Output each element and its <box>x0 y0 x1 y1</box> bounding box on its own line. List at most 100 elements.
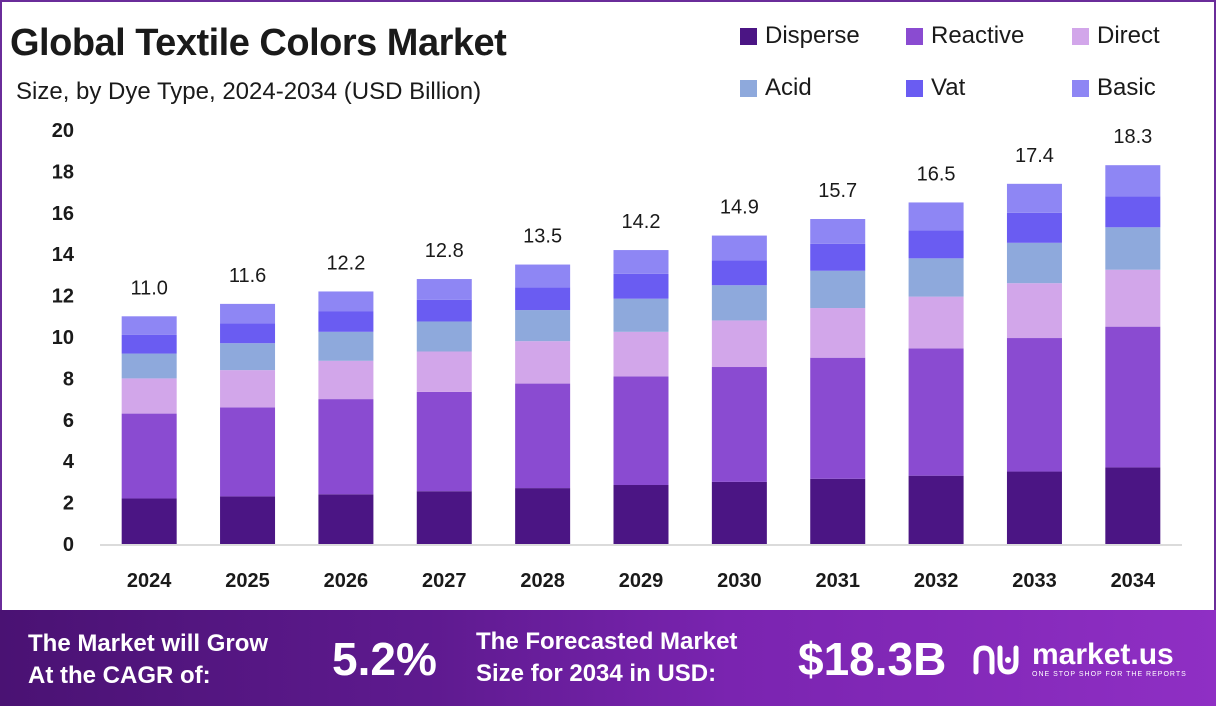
bar-segment-vat <box>416 299 472 322</box>
bar-segment-direct <box>613 331 669 377</box>
bar-segment-vat <box>121 334 177 354</box>
y-tick-label: 0 <box>63 534 74 556</box>
bar-segment-reactive <box>613 376 669 486</box>
legend-label: Basic <box>1097 74 1156 101</box>
bar-segment-disperse <box>515 488 571 544</box>
legend-swatch <box>1072 27 1089 45</box>
cagr-label: The Market will Grow At the CAGR of: <box>28 628 268 692</box>
bar-segment-direct <box>711 320 767 368</box>
chart-subtitle: Size, by Dye Type, 2024-2034 (USD Billio… <box>16 78 482 105</box>
y-tick-label: 4 <box>63 451 75 473</box>
bar-segment-acid <box>810 270 866 309</box>
bar-segment-disperse <box>220 496 276 544</box>
bar-segment-basic <box>318 291 374 312</box>
bar-segment-reactive <box>318 399 374 495</box>
bar-segment-basic <box>810 219 866 244</box>
y-tick-label: 10 <box>52 327 74 349</box>
bar-total-label: 16.5 <box>917 163 956 185</box>
x-tick-label: 2032 <box>914 570 959 592</box>
bar-segment-vat <box>318 311 374 332</box>
bar-segment-basic <box>220 303 276 324</box>
bar-segment-basic <box>515 264 571 288</box>
bar-segment-acid <box>416 321 472 352</box>
y-tick-label: 12 <box>52 286 74 308</box>
legend-label: Disperse <box>765 22 860 49</box>
bar-segment-acid <box>1105 227 1161 270</box>
y-tick-label: 8 <box>63 368 74 390</box>
bar-segment-reactive <box>1105 326 1161 468</box>
forecast-label-line2: Size for 2034 in USD: <box>476 660 717 687</box>
chart-title: Global Textile Colors Market <box>10 22 507 64</box>
stacked-bar-chart: 0 2 4 6 8 10 12 14 16 18 20 11.0 2024 11.6 2025 12.2 202… <box>52 120 1182 592</box>
bar-segment-direct <box>810 308 866 358</box>
x-tick-label: 2027 <box>422 570 467 592</box>
bar-segment-disperse <box>1105 467 1161 544</box>
x-tick-label: 2025 <box>225 570 270 592</box>
legend-swatch <box>740 27 757 45</box>
bar-segment-vat <box>810 243 866 271</box>
bar-segment-acid <box>220 343 276 371</box>
chart-legend: Disperse Reactive Direct Acid Vat Basic <box>740 18 1210 108</box>
y-tick-label: 2 <box>63 493 74 515</box>
bar-segment-basic <box>416 279 472 300</box>
bar-total-label: 14.2 <box>622 211 661 233</box>
bar-segment-vat <box>1105 196 1161 228</box>
bar-segment-vat <box>515 287 571 311</box>
bar-total-label: 18.3 <box>1113 126 1152 148</box>
bar-segment-disperse <box>1006 471 1062 544</box>
bar-segment-direct <box>908 296 964 349</box>
bar-segment-basic <box>908 202 964 231</box>
bar-segment-basic <box>121 316 177 335</box>
bar-total-label: 13.5 <box>523 226 562 248</box>
bar-total-label: 15.7 <box>818 180 857 202</box>
legend-label: Acid <box>765 74 812 101</box>
bar-segment-acid <box>1006 242 1062 284</box>
bar-total-label: 11.0 <box>130 277 167 299</box>
cagr-value: 5.2% <box>332 633 437 685</box>
x-tick-label: 2028 <box>520 570 565 592</box>
legend-swatch <box>740 79 757 97</box>
legend-swatch <box>906 27 923 45</box>
bar-segment-vat <box>908 230 964 259</box>
bar-segment-disperse <box>711 481 767 544</box>
bar-total-label: 17.4 <box>1015 145 1054 167</box>
brand-logo: market.us ONE STOP SHOP FOR THE REPORTS <box>972 640 1187 680</box>
cagr-label-line1: The Market will Grow <box>28 630 269 657</box>
brand-tagline: ONE STOP SHOP FOR THE REPORTS <box>1032 671 1187 678</box>
bar-segment-reactive <box>908 348 964 476</box>
y-tick-label: 16 <box>52 203 74 225</box>
y-tick-label: 20 <box>52 120 74 142</box>
x-tick-label: 2026 <box>324 570 369 592</box>
forecast-label-line1: The Forecasted Market <box>476 628 738 655</box>
bar-segment-direct <box>416 351 472 392</box>
bar-segment-basic <box>711 235 767 261</box>
bar-segment-direct <box>1105 269 1161 327</box>
bar-segment-direct <box>318 360 374 400</box>
bar-total-label: 11.6 <box>229 265 266 287</box>
bar-segment-reactive <box>515 383 571 489</box>
bar-segment-reactive <box>121 413 177 499</box>
bar-segment-basic <box>1105 165 1161 197</box>
bar-segment-disperse <box>121 498 177 544</box>
bar-segment-vat <box>1006 212 1062 243</box>
bar-segment-disperse <box>318 494 374 544</box>
bar-segment-direct <box>220 370 276 408</box>
bar-segment-acid <box>613 298 669 332</box>
bar-segment-reactive <box>1006 338 1062 472</box>
bar-segment-reactive <box>220 407 276 497</box>
y-tick-label: 14 <box>52 244 75 266</box>
x-tick-label: 2031 <box>815 570 860 592</box>
cagr-label-line2: At the CAGR of: <box>28 662 211 689</box>
bar-segment-disperse <box>613 485 669 544</box>
legend-item-basic: Basic <box>1072 74 1156 102</box>
legend-swatch <box>906 79 923 97</box>
bar-segment-acid <box>515 310 571 342</box>
x-tick-label: 2029 <box>619 570 664 592</box>
forecast-value: $18.3B <box>798 633 947 685</box>
bar-segment-basic <box>1006 183 1062 213</box>
bar-segment-reactive <box>711 367 767 482</box>
legend-item-acid: Acid <box>740 74 812 102</box>
forecast-label: The Forecasted Market Size for 2034 in U… <box>476 626 737 690</box>
brand-name: market.us <box>1032 638 1174 671</box>
